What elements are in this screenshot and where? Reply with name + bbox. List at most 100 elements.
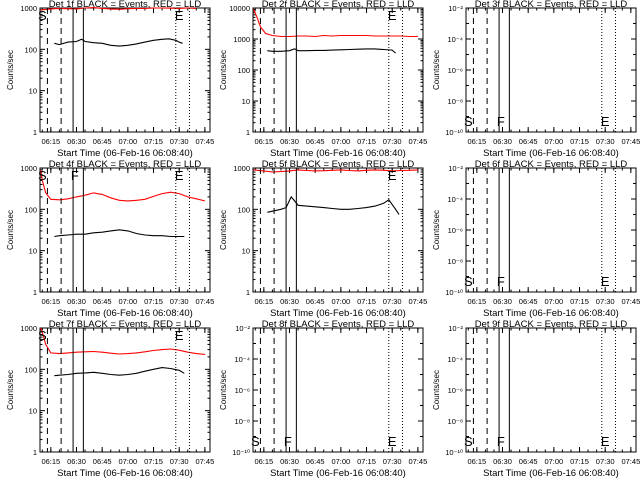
y-axis-label: Counts/sec <box>219 210 228 250</box>
chart-title: Det 2f BLACK = Events, RED = LLD <box>262 0 415 10</box>
events-series-line <box>267 48 396 54</box>
chart-title: Det 6f BLACK = Events, RED = LLD <box>475 159 628 170</box>
plot-frame <box>465 7 637 133</box>
marker-label-E: E <box>175 328 184 343</box>
y-tick-label: 10⁻⁴ <box>234 355 250 364</box>
marker-label-F: F <box>497 114 505 129</box>
marker-label-S: S <box>251 434 260 449</box>
x-tick-label: 07:00 <box>544 137 563 146</box>
chart-title: Det 9f BLACK = Events, RED = LLD <box>475 319 628 330</box>
x-tick-label: 07:00 <box>118 457 137 466</box>
chart-panel-6: Det 6f BLACK = Events, RED = LLD Start Ti… <box>432 159 640 319</box>
x-tick-label: 07:45 <box>621 457 640 466</box>
x-axis-label: Start Time (06-Feb-16 06:08:40) <box>270 468 406 479</box>
x-tick-label: 06:45 <box>519 457 538 466</box>
y-tick-label: 10⁻⁸ <box>448 97 463 106</box>
y-tick-label: 1000 <box>20 324 37 333</box>
x-tick-label: 07:00 <box>544 457 563 466</box>
marker-label-E: E <box>601 434 610 449</box>
marker-label-F: F <box>497 434 505 449</box>
y-tick-label: 10⁻⁸ <box>448 257 463 266</box>
x-tick-label: 07:45 <box>408 137 427 146</box>
x-axis-label: Start Time (06-Feb-16 06:08:40) <box>57 308 193 319</box>
marker-label-E: E <box>175 168 184 183</box>
x-tick-label: 06:30 <box>493 297 512 306</box>
x-tick-label: 07:45 <box>621 297 640 306</box>
x-tick-label: 06:45 <box>519 137 538 146</box>
chart-panel-8: Det 8f BLACK = Events, RED = LLD Start Ti… <box>219 319 427 479</box>
x-tick-label: 06:30 <box>280 457 299 466</box>
chart-panel-9: Det 9f BLACK = Events, RED = LLD Start Ti… <box>432 319 640 479</box>
x-tick-label: 07:30 <box>170 137 189 146</box>
y-tick-label: 100 <box>24 365 37 374</box>
chart-title: Det 1f BLACK = Events, RED = LLD <box>49 0 202 10</box>
x-tick-label: 07:15 <box>570 137 589 146</box>
y-tick-label: 1000 <box>20 164 37 173</box>
events-series-line <box>54 229 185 238</box>
y-tick-label: 10⁻² <box>448 324 463 333</box>
x-tick-label: 07:45 <box>408 457 427 466</box>
x-tick-label: 07:30 <box>170 457 189 466</box>
chart-panel-4: Det 4f BLACK = Events, RED = LLD Start Ti… <box>6 159 214 319</box>
events-series-line <box>267 195 400 215</box>
chart-panel-2: Det 2f BLACK = Events, RED = LLD Start Ti… <box>219 0 427 159</box>
x-tick-label: 06:45 <box>306 457 325 466</box>
y-axis-label: Counts/sec <box>6 210 15 250</box>
x-tick-label: 06:15 <box>467 297 486 306</box>
x-tick-label: 07:30 <box>383 297 402 306</box>
y-tick-label: 10⁻² <box>448 4 463 13</box>
x-tick-label: 06:15 <box>41 297 60 306</box>
y-tick-label: 1000 <box>20 4 37 13</box>
chart-panel-1: Det 1f BLACK = Events, RED = LLD Start Ti… <box>6 0 214 159</box>
x-tick-label: 07:30 <box>383 137 402 146</box>
marker-label-F: F <box>71 168 79 183</box>
x-tick-label: 07:30 <box>596 137 615 146</box>
y-tick-label: 10 <box>29 87 37 96</box>
y-tick-label: 10⁻⁴ <box>447 35 463 44</box>
x-tick-label: 06:45 <box>519 297 538 306</box>
marker-label-E: E <box>175 8 184 23</box>
y-tick-label: 10 <box>29 407 37 416</box>
y-axis-label: Counts/sec <box>219 370 228 410</box>
chart-panel-7: Det 7f BLACK = Events, RED = LLD Start Ti… <box>6 319 214 479</box>
chart-title: Det 8f BLACK = Events, RED = LLD <box>262 319 415 330</box>
marker-label-S: S <box>38 168 47 183</box>
y-tick-label: 10000 <box>229 4 250 13</box>
x-tick-label: 07:15 <box>570 297 589 306</box>
x-tick-label: 07:15 <box>144 457 163 466</box>
x-tick-label: 07:30 <box>383 457 402 466</box>
marker-label-S: S <box>464 114 473 129</box>
y-axis-label: Counts/sec <box>432 370 441 410</box>
y-tick-label: 10⁻⁶ <box>448 226 463 235</box>
x-tick-label: 07:00 <box>331 457 350 466</box>
marker-label-S: S <box>38 8 47 23</box>
lld-series-line <box>40 327 205 355</box>
y-axis-label: Counts/sec <box>432 50 441 90</box>
x-tick-label: 07:30 <box>170 297 189 306</box>
x-tick-label: 07:45 <box>195 297 214 306</box>
chart-panel-5: Det 5f BLACK = Events, RED = LLD Start Ti… <box>219 159 427 319</box>
y-tick-label: 1 <box>33 448 37 457</box>
x-tick-label: 06:45 <box>93 457 112 466</box>
y-tick-label: 100 <box>24 205 37 214</box>
y-tick-label: 1 <box>246 128 250 137</box>
y-tick-label: 10 <box>29 247 37 256</box>
x-tick-label: 07:00 <box>331 297 350 306</box>
marker-label-F: F <box>284 434 292 449</box>
x-tick-label: 06:30 <box>493 457 512 466</box>
x-tick-label: 06:45 <box>306 137 325 146</box>
x-tick-label: 07:15 <box>357 297 376 306</box>
marker-label-S: S <box>464 434 473 449</box>
plot-frame <box>252 7 424 133</box>
x-tick-label: 06:15 <box>41 457 60 466</box>
plot-frame <box>465 327 637 453</box>
x-tick-label: 07:00 <box>331 137 350 146</box>
y-tick-label: 10⁻¹⁰ <box>445 128 463 137</box>
x-tick-label: 06:45 <box>93 137 112 146</box>
x-axis-label: Start Time (06-Feb-16 06:08:40) <box>483 308 619 319</box>
x-tick-label: 07:45 <box>195 137 214 146</box>
y-tick-label: 10⁻⁶ <box>448 66 463 75</box>
x-axis-label: Start Time (06-Feb-16 06:08:40) <box>270 148 406 159</box>
x-tick-label: 06:15 <box>41 137 60 146</box>
marker-label-E: E <box>601 274 610 289</box>
